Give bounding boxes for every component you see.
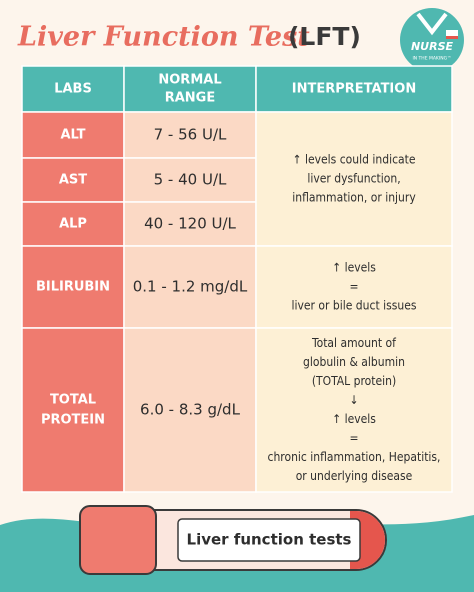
interpretation-line: chronic inflammation, Hepatitis,	[268, 450, 441, 464]
lab-cell	[21, 111, 125, 159]
range-cell	[123, 201, 257, 247]
logo-badge	[400, 8, 464, 72]
title: Liver Function Test	[17, 22, 310, 53]
interpretation-line: ↑ levels	[332, 412, 376, 426]
logo-tagline: IN THE MAKING™	[412, 56, 451, 62]
lab-name: BILIRUBIN	[36, 280, 110, 295]
interpretation-line: liver or bile duct issues	[292, 299, 417, 313]
tube-label-box	[177, 518, 361, 562]
header-cell	[255, 65, 453, 113]
interpretation-line: globulin & albumin	[303, 355, 405, 369]
lab-name: PROTEIN	[41, 413, 105, 428]
interpretation-line: =	[349, 431, 358, 445]
normal-range: 5 - 40 U/L	[154, 171, 227, 189]
range-cell	[123, 245, 257, 329]
interpretation-cell	[255, 327, 453, 493]
tube-label: Liver function tests	[187, 531, 352, 549]
normal-range: 0.1 - 1.2 mg/dL	[133, 278, 248, 296]
interpretation-line: ↑ levels	[332, 261, 376, 275]
column-header: RANGE	[165, 91, 216, 106]
normal-range: 40 - 120 U/L	[144, 215, 236, 233]
lab-cell	[21, 157, 125, 203]
title-abbreviation: (LFT)	[288, 22, 361, 51]
range-cell	[123, 327, 257, 493]
header-cell	[21, 65, 125, 113]
interpretation-cell	[255, 245, 453, 329]
lab-name: ALT	[60, 128, 85, 143]
interpretation-line: liver dysfunction,	[307, 172, 400, 186]
lab-cell	[21, 245, 125, 329]
interpretation-line: Total amount of	[311, 336, 397, 350]
lab-name: TOTAL	[50, 393, 96, 408]
normal-range: 7 - 56 U/L	[154, 126, 227, 144]
column-header: INTERPRETATION	[292, 82, 416, 97]
tube-cap	[79, 505, 157, 575]
logo-name: NURSE	[411, 40, 454, 53]
interpretation-line: ↓	[349, 393, 358, 407]
interpretation-line: =	[349, 280, 358, 294]
column-header: LABS	[54, 82, 92, 97]
range-cell	[123, 111, 257, 159]
logo-flag-stripe	[446, 36, 458, 39]
logo-flag	[446, 30, 458, 39]
lab-name: AST	[59, 173, 87, 188]
normal-range: 6.0 - 8.3 g/dL	[140, 401, 241, 419]
lab-cell	[21, 327, 125, 493]
logo-mark	[416, 12, 448, 36]
interpretation-line: inflammation, or injury	[292, 191, 416, 205]
lab-cell	[21, 201, 125, 247]
interpretation-cell	[255, 111, 453, 247]
interpretation-line: ↑ levels could indicate	[293, 153, 416, 167]
interpretation-line: or underlying disease	[296, 469, 413, 483]
column-header: NORMAL	[158, 73, 221, 88]
interpretation-line: (TOTAL protein)	[312, 374, 396, 388]
lab-name: ALP	[59, 217, 87, 232]
